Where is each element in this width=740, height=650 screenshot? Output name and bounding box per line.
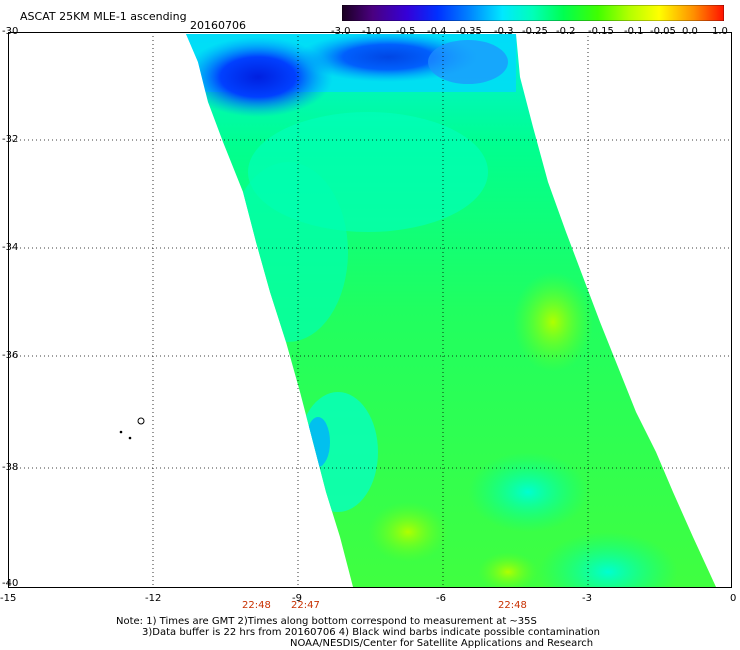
lat-label: -30 — [2, 26, 19, 37]
colorbar-label: -0.05 — [650, 26, 676, 37]
time-label: 22:48 — [498, 600, 527, 611]
note-line-3: NOAA/NESDIS/Center for Satellite Applica… — [290, 638, 594, 649]
lon-label: -3 — [582, 593, 592, 604]
colorbar-label: -0.3 — [494, 26, 514, 37]
time-label: 22:47 — [291, 600, 320, 611]
lon-label: 0 — [730, 593, 737, 604]
lat-lon-grid — [8, 32, 732, 588]
colorbar-gradient — [342, 5, 724, 21]
lat-label: -38 — [2, 462, 19, 473]
lat-label: -32 — [2, 134, 19, 145]
colorbar-label: -0.15 — [588, 26, 614, 37]
lon-label: -9 — [292, 593, 302, 604]
lat-label: -34 — [2, 242, 19, 253]
colorbar-label: -0.4 — [427, 26, 447, 37]
map-title: ASCAT 25KM MLE-1 ascending — [20, 10, 187, 23]
colorbar-label: -0.2 — [556, 26, 576, 37]
colorbar-label: -0.1 — [624, 26, 644, 37]
colorbar-label: -0.35 — [456, 26, 482, 37]
colorbar — [342, 5, 724, 21]
island-outline — [119, 417, 145, 440]
map-frame — [8, 32, 732, 588]
note-line-2: 3)Data buffer is 22 hrs from 20160706 4)… — [142, 627, 600, 638]
map-svg — [8, 32, 732, 588]
lon-label: -6 — [436, 593, 446, 604]
colorbar-label: 0.0 — [682, 26, 698, 37]
colorbar-label: -1.0 — [362, 26, 382, 37]
colorbar-label: 1.0 — [712, 26, 728, 37]
date-label: 20160706 — [190, 19, 246, 32]
colorbar-label: -0.5 — [396, 26, 416, 37]
map-plot — [8, 32, 732, 588]
time-label: 22:48 — [242, 600, 271, 611]
scatterometer-swath — [186, 34, 716, 587]
lat-label: -40 — [2, 578, 19, 589]
colorbar-label: -3.0 — [331, 26, 351, 37]
note-line-1: Note: 1) Times are GMT 2)Times along bot… — [116, 616, 537, 627]
lon-label: -15 — [0, 593, 17, 604]
colorbar-label: -0.25 — [522, 26, 548, 37]
lon-label: -12 — [145, 593, 162, 604]
lat-label: -36 — [2, 350, 19, 361]
